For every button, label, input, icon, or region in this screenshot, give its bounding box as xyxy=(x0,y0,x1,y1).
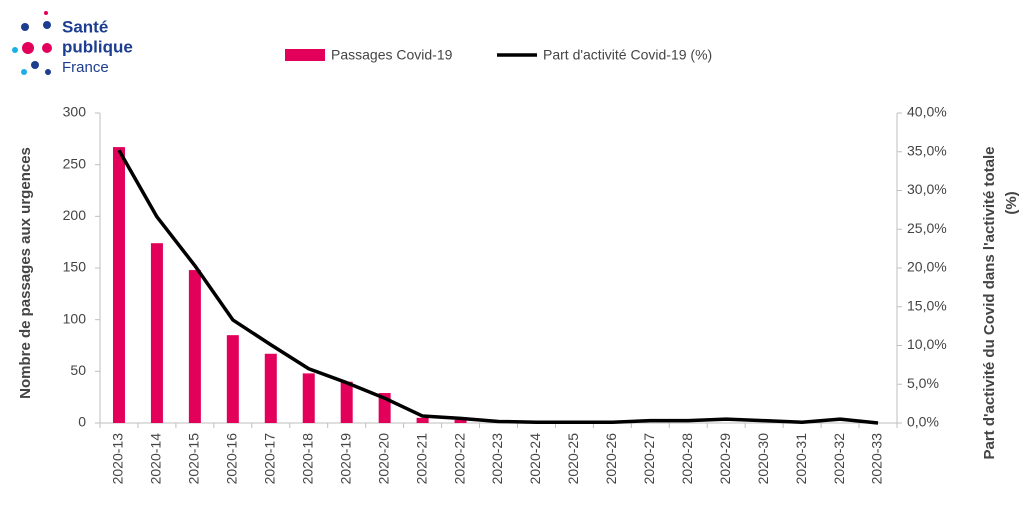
x-tick-label: 2020-14 xyxy=(148,433,164,485)
bar xyxy=(226,335,239,423)
legend-label: Passages Covid-19 xyxy=(331,47,453,63)
x-tick-label: 2020-24 xyxy=(527,433,543,485)
bar xyxy=(150,243,163,423)
x-tick-label: 2020-32 xyxy=(831,433,847,485)
logo-text: Santé xyxy=(62,17,108,36)
logo-dot xyxy=(44,11,48,15)
y2-tick-label: 40,0% xyxy=(907,104,947,120)
x-tick-label: 2020-27 xyxy=(641,433,657,485)
x-tick-label: 2020-13 xyxy=(110,433,126,485)
y-tick-label: 50 xyxy=(70,362,86,378)
y2-tick-label: 10,0% xyxy=(907,336,947,352)
x-tick-label: 2020-25 xyxy=(565,433,581,485)
line xyxy=(117,149,879,425)
x-tick-label: 2020-33 xyxy=(869,433,885,485)
y2-axis-title: (%) xyxy=(1003,191,1020,214)
x-tick-label: 2020-29 xyxy=(717,433,733,485)
y2-tick-label: 25,0% xyxy=(907,220,947,236)
logo-dot xyxy=(22,42,34,54)
bar xyxy=(264,353,277,423)
y-tick-label: 300 xyxy=(63,104,87,120)
x-tick-label: 2020-18 xyxy=(299,433,315,485)
logo-dot xyxy=(21,69,27,75)
y2-tick-label: 5,0% xyxy=(907,375,939,391)
bar xyxy=(340,381,353,423)
y2-tick-label: 20,0% xyxy=(907,259,947,275)
y-tick-label: 250 xyxy=(63,155,87,171)
x-tick-label: 2020-23 xyxy=(489,433,505,485)
logo-dot xyxy=(42,43,52,53)
y2-tick-label: 35,0% xyxy=(907,142,947,158)
y-axis-title: Nombre de passages aux urgences xyxy=(17,147,34,399)
y-tick-label: 150 xyxy=(63,259,87,275)
logo-text: France xyxy=(62,59,109,76)
y-tick-label: 200 xyxy=(63,207,87,223)
bar xyxy=(188,270,201,423)
y2-tick-label: 15,0% xyxy=(907,297,947,313)
bar xyxy=(112,147,125,423)
x-tick-label: 2020-22 xyxy=(451,433,467,485)
logo-dot xyxy=(43,21,51,29)
y-tick-label: 0 xyxy=(78,414,86,430)
legend-label: Part d'activité Covid-19 (%) xyxy=(543,47,712,63)
x-tick-label: 2020-26 xyxy=(603,433,619,485)
bar xyxy=(416,417,429,423)
logo-dot xyxy=(21,23,29,31)
x-tick-label: 2020-16 xyxy=(224,433,240,485)
x-tick-label: 2020-15 xyxy=(186,433,202,485)
legend-swatch xyxy=(285,49,325,61)
bar xyxy=(302,373,315,423)
y-tick-label: 100 xyxy=(63,310,87,326)
logo-dot xyxy=(45,69,51,75)
bar xyxy=(454,419,467,423)
y2-tick-label: 0,0% xyxy=(907,414,939,430)
logo-dot xyxy=(12,47,18,53)
x-tick-label: 2020-17 xyxy=(261,433,277,485)
logo: Santé publique France xyxy=(12,11,133,76)
x-tick-label: 2020-31 xyxy=(793,433,809,485)
logo-text: publique xyxy=(62,37,133,56)
x-tick-label: 2020-21 xyxy=(413,433,429,485)
logo-dot xyxy=(31,61,39,69)
y2-axis-title: Part d'activité du Covid dans l'activité… xyxy=(981,146,998,459)
x-tick-label: 2020-30 xyxy=(755,433,771,485)
x-tick-label: 2020-28 xyxy=(679,433,695,485)
y2-tick-label: 30,0% xyxy=(907,181,947,197)
x-tick-label: 2020-19 xyxy=(337,433,353,485)
x-tick-label: 2020-20 xyxy=(375,433,391,485)
